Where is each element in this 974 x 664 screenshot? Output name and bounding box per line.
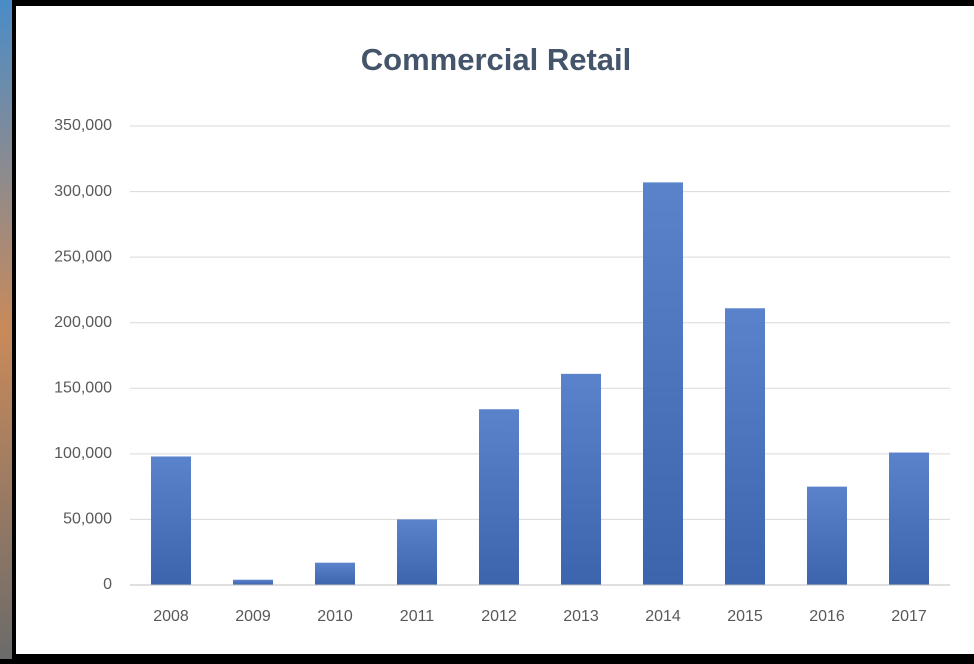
bar-shading [725, 308, 765, 585]
y-tick-label: 150,000 [54, 380, 112, 397]
bar-shading [151, 456, 191, 585]
y-tick-label: 200,000 [54, 314, 112, 331]
y-tick-label: 300,000 [54, 183, 112, 200]
y-tick-label: 50,000 [63, 511, 112, 528]
bar-shading [315, 562, 355, 585]
x-tick-label: 2014 [645, 608, 681, 625]
y-tick-label: 0 [103, 576, 112, 593]
bar-shading [643, 182, 683, 586]
y-tick-label: 250,000 [54, 248, 112, 265]
chart-title: Commercial Retail [361, 42, 632, 77]
x-tick-label: 2008 [153, 608, 189, 625]
x-tick-label: 2012 [481, 608, 517, 625]
x-tick-label: 2016 [809, 608, 845, 625]
y-tick-label: 100,000 [54, 445, 112, 462]
x-tick-label: 2010 [317, 608, 353, 625]
x-tick-label: 2017 [891, 608, 927, 625]
bar-shading [479, 409, 519, 585]
bar-shading [397, 519, 437, 585]
x-tick-label: 2009 [235, 608, 271, 625]
x-tick-label: 2011 [400, 608, 435, 625]
bar-shading [889, 452, 929, 585]
bar-shading [807, 486, 847, 585]
bar-shading [561, 373, 601, 585]
y-tick-label: 350,000 [54, 117, 112, 134]
x-tick-label: 2015 [727, 608, 763, 625]
background-photo-strip [0, 0, 12, 659]
x-tick-label: 2013 [563, 608, 599, 625]
bar-shading [233, 579, 273, 585]
